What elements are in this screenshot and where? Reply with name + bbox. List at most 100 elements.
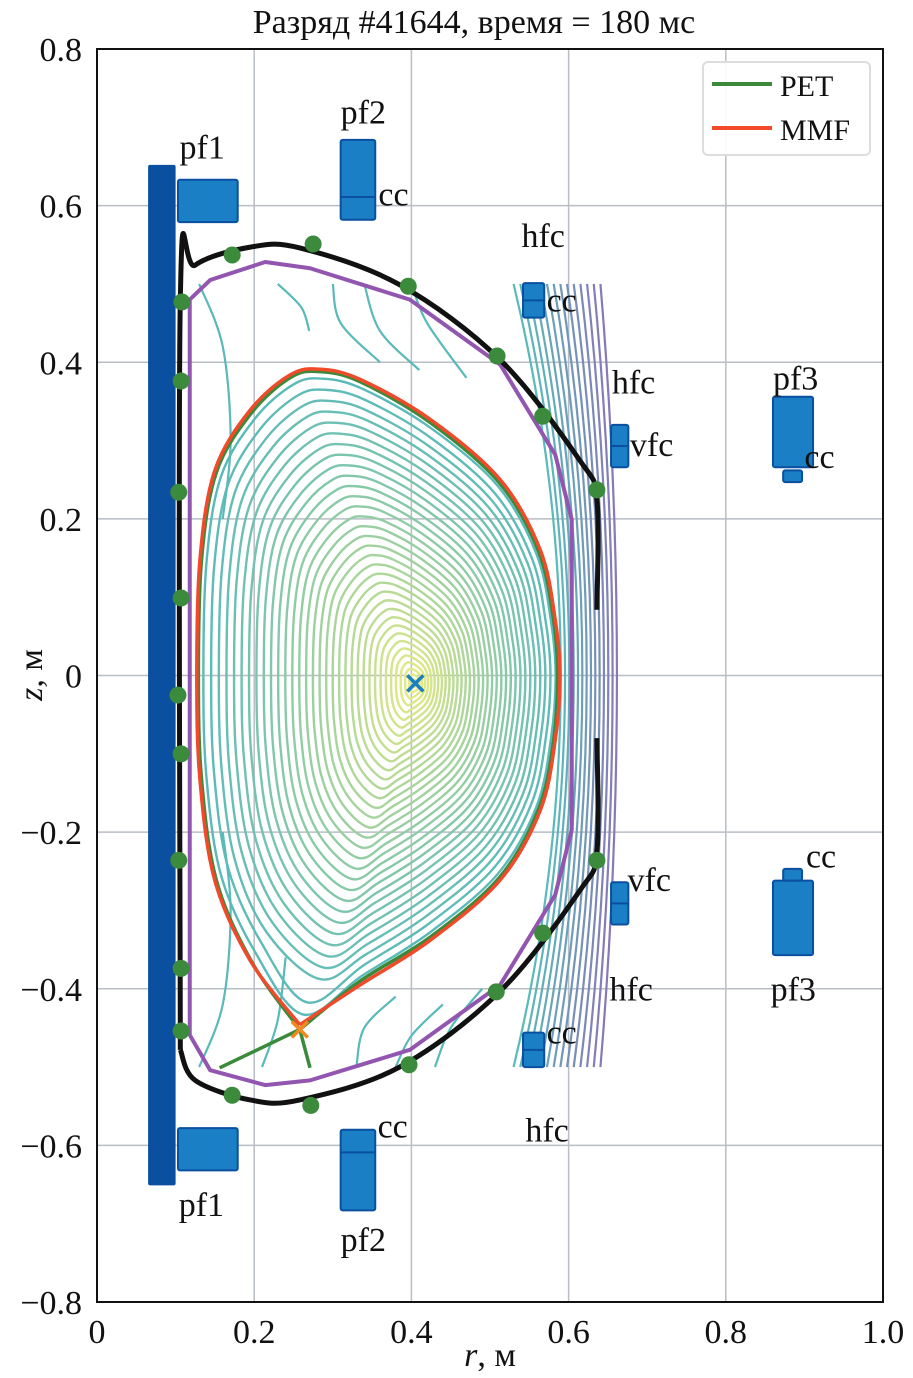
flux-contour [368,616,447,754]
coil-label-hfc: hfc [525,1112,568,1149]
flux-contour [389,647,433,722]
magnetic-probe [223,1086,241,1104]
flux-contour [344,581,463,790]
magnetic-probe [302,1096,320,1114]
flux-contour-open [198,283,232,519]
coil-label-hfc: hfc [521,218,564,255]
magnetic-probe [399,277,417,295]
y-tick-label: 0.6 [40,189,83,226]
coil-label-cc: cc [806,838,836,875]
coil-label-vfc: vfc [630,427,673,464]
y-tick-label: 0 [65,659,82,696]
x-axis-label: r, м [464,1337,516,1374]
magnetic-probe [488,347,506,365]
y-tick-label: 0.4 [40,345,83,382]
coil-label-cc: cc [804,439,834,476]
legend-label-mmf: MMF [780,114,850,147]
magnetic-probe [172,959,190,977]
flux-contour-open [592,283,614,1068]
legend: PET MMF [702,61,871,156]
y-tick-label: −0.4 [20,972,82,1009]
flux-contour [399,661,427,707]
coil-label-pf2: pf2 [341,94,386,131]
flux-contour [217,399,547,981]
vacuum-vessel [187,260,574,1088]
x-axis-unit: , м [477,1337,516,1374]
limiter-upper [176,231,601,1050]
flux-contour [318,544,480,829]
coil-pf1 [176,178,239,224]
magnetic-probe [172,589,190,607]
y-axis-unit: , м [13,649,50,688]
flux-contour-open [579,283,606,1068]
flux-contour-open [355,995,397,1068]
y-tick-label: 0.2 [40,502,83,539]
magnetic-probe [170,851,188,869]
y-tick-label: −0.6 [20,1128,82,1165]
y-tick-label: −0.2 [20,815,82,852]
chart-title: Разряд #41644, время = 180 мс [253,4,695,41]
y-axis-var: z [13,688,50,702]
pet-separatrix-leg [218,1027,301,1070]
flux-contour [247,442,527,936]
x-tick-label: 0.6 [547,1314,590,1351]
flux-contour-open [261,957,287,1068]
coil-label-cc: cc [378,1109,408,1146]
coil-pf3 [771,395,815,469]
coil-pf1 [176,1127,239,1172]
x-tick-label: 0.4 [390,1314,433,1351]
flux-contour [362,607,451,763]
flux-contour [379,632,440,737]
flux-contour-open [599,283,619,1068]
flux-contour [202,377,557,1016]
flux-contour-open [433,988,483,1068]
flux-contour-open [585,283,610,1068]
flux-contour [262,464,517,914]
coil-label-hfc: hfc [612,365,655,402]
flux-contour [384,639,436,729]
x-point-marker [290,1020,310,1039]
pet-separatrix-leg [298,1029,312,1069]
y-tick-label: −0.8 [20,1285,82,1322]
coil-label-cc: cc [547,282,577,319]
flux-contour-open [572,283,601,1068]
flux-contour-open [198,832,232,1068]
magnetic-probe [534,407,552,425]
y-axis-label: z, м [13,649,50,702]
magnetic-probe [588,851,606,869]
plot-frame [96,48,884,1303]
coil-label-pf3: pf3 [773,361,818,398]
flux-contours [198,283,619,1068]
boundary-lines [169,231,606,1114]
flux-contour [276,484,508,892]
flux-contour [394,654,430,714]
coil-label-hfc: hfc [609,971,652,1008]
coil-label-pf1: pf1 [179,1187,224,1224]
grid [96,48,884,1303]
magnetic-probe [172,1022,190,1040]
flux-contour-open [565,283,597,1068]
coil-label-pf2: pf2 [341,1222,386,1259]
flux-contour-open [545,283,584,1068]
flux-contour [356,599,455,772]
mmf-boundary [195,367,562,1027]
x-tick-label: 1.0 [862,1314,905,1351]
coil-pf3 [771,879,815,957]
x-tick-label: 0 [89,1314,106,1351]
flux-contour-open [363,283,421,371]
flux-contour [325,553,476,819]
flux-contour [225,410,542,970]
central-solenoid [148,164,176,1186]
flux-contour-open [559,283,593,1068]
magnetic-probe [172,745,190,763]
coil-cc [782,469,804,484]
magnetic-axis-marker [406,674,425,693]
flux-contour [304,524,489,850]
ticks: 0 0.2 0.4 0.6 0.8 1.0 −0.8 −0.6 −0.4 −0.2 0 0.2 0.4 0… [20,32,904,1351]
flux-contour [232,421,537,958]
magnetic-probe [169,686,187,704]
coil-label-pf3: pf3 [771,971,816,1008]
x-axis-var: r [464,1337,478,1374]
